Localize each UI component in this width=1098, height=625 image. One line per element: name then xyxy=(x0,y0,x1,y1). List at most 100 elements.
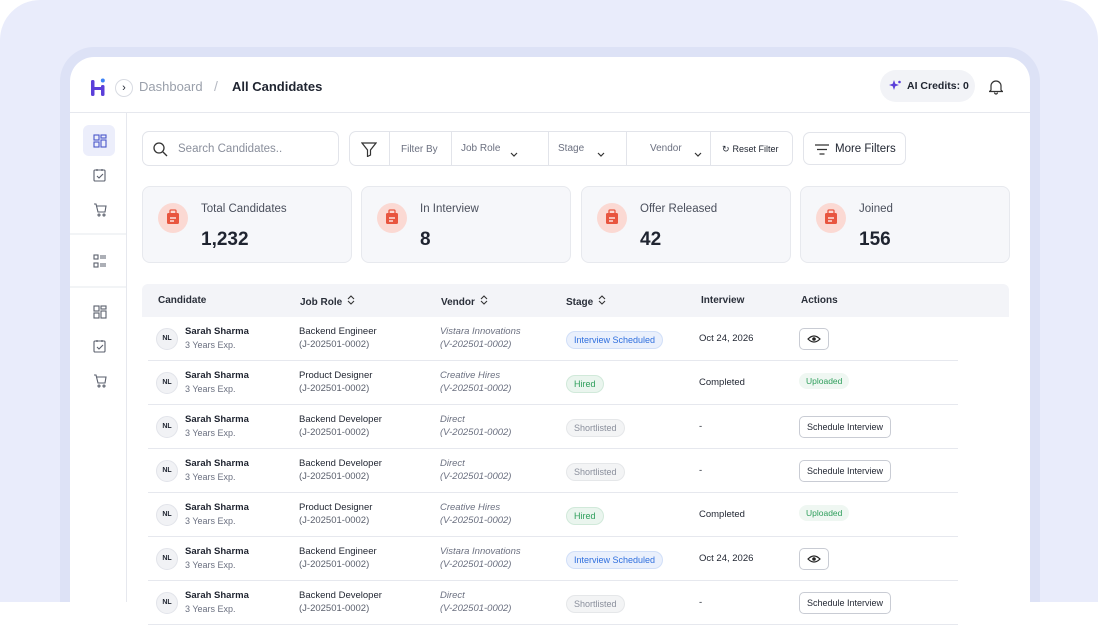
more-filters-button[interactable]: More Filters xyxy=(803,132,906,165)
more-filters-label: More Filters xyxy=(835,143,896,155)
chevron-icon xyxy=(597,145,605,163)
job-id: (J-202501-0002) xyxy=(299,383,370,394)
stage-badge: Shortlisted xyxy=(566,419,625,437)
stat-value: 8 xyxy=(420,229,431,250)
sidebar-icons xyxy=(70,134,126,388)
sort-icon[interactable] xyxy=(475,295,489,308)
sort-icon[interactable] xyxy=(593,295,607,308)
vendor: Vistara Innovations xyxy=(440,326,521,337)
table-header xyxy=(142,284,1009,317)
filter-divider xyxy=(710,132,711,165)
job-id: (J-202501-0002) xyxy=(299,515,370,526)
candidate-experience: 3 Years Exp. xyxy=(185,516,236,526)
job-id: (J-202501-0002) xyxy=(299,339,370,350)
job-role: Backend Engineer xyxy=(299,546,377,557)
reset-filter[interactable]: ↻ Reset Filter xyxy=(722,144,779,154)
candidate-name: Sarah Sharma xyxy=(185,414,249,425)
vendor: Direct xyxy=(440,458,465,469)
interview: Completed xyxy=(699,377,745,388)
stat-label: Joined xyxy=(859,203,893,215)
reset-filter-label: Reset Filter xyxy=(732,144,779,154)
table-row xyxy=(148,317,958,361)
filter-dropdown-label: Stage xyxy=(558,143,585,154)
column-header[interactable]: Job Role xyxy=(300,295,356,308)
candidate-experience: 3 Years Exp. xyxy=(185,604,236,614)
vendor-id: (V-202501-0002) xyxy=(440,427,512,438)
stat-icon xyxy=(158,203,188,233)
interview: Oct 24, 2026 xyxy=(699,333,754,344)
stat-label: Total Candidates xyxy=(201,203,287,215)
filter-dropdown-label: Job Role xyxy=(461,143,501,154)
column-header-label: Actions xyxy=(801,295,838,306)
breadcrumb-link[interactable]: Dashboard xyxy=(139,79,203,94)
candidate-name: Sarah Sharma xyxy=(185,546,249,557)
action-button[interactable]: Schedule Interview xyxy=(799,460,892,482)
notification-bell[interactable] xyxy=(989,79,1003,95)
candidate-name: Sarah Sharma xyxy=(185,502,249,513)
stat-icon xyxy=(816,203,846,233)
ai-credits[interactable]: AI Credits: 0 xyxy=(880,70,975,102)
action-button[interactable]: Schedule Interview xyxy=(799,592,892,614)
job-id: (J-202501-0002) xyxy=(299,603,370,614)
stage-badge: Interview Scheduled xyxy=(566,331,664,349)
filter-dropdown-label: Vendor xyxy=(650,143,682,154)
filter-divider xyxy=(626,132,627,165)
stage-badge: Hired xyxy=(566,507,604,525)
candidate-experience: 3 Years Exp. xyxy=(185,560,236,570)
status-badge: Uploaded xyxy=(799,505,850,521)
avatar: NL xyxy=(156,548,178,570)
stat-card: Offer Released 42 xyxy=(581,186,791,263)
job-id: (J-202501-0002) xyxy=(299,559,370,570)
vendor: Direct xyxy=(440,590,465,601)
avatar: NL xyxy=(156,504,178,526)
stat-label: Offer Released xyxy=(640,203,718,215)
candidate-name: Sarah Sharma xyxy=(185,590,249,601)
stage-badge: Shortlisted xyxy=(566,463,625,481)
stat-value: 42 xyxy=(640,229,662,250)
interview: - xyxy=(699,597,703,608)
filter-icon[interactable] xyxy=(361,142,377,157)
logo xyxy=(91,78,105,96)
column-header-label: Candidate xyxy=(158,295,207,306)
interview: Oct 24, 2026 xyxy=(699,553,754,564)
table-row xyxy=(148,493,958,537)
stage-badge: Hired xyxy=(566,375,604,393)
search-input[interactable]: Search Candidates.. xyxy=(142,131,339,166)
stage-badge: Interview Scheduled xyxy=(566,551,664,569)
candidate-experience: 3 Years Exp. xyxy=(185,384,236,394)
view-button[interactable] xyxy=(799,548,829,570)
column-header-label: Interview xyxy=(701,295,745,306)
filter-bar: Filter By ↻ Reset Filter xyxy=(349,131,793,166)
column-header[interactable]: Stage xyxy=(566,295,607,308)
sidebar-divider xyxy=(126,113,127,602)
stat-value: 156 xyxy=(859,229,891,250)
interview: Completed xyxy=(699,509,745,520)
column-header-label: Stage xyxy=(566,297,594,308)
avatar: NL xyxy=(156,592,178,614)
stat-card: In Interview 8 xyxy=(361,186,571,263)
column-header: Interview xyxy=(701,295,744,306)
sidebar-toggle[interactable]: › xyxy=(115,79,133,97)
chevron-icon xyxy=(694,145,702,163)
vendor: Vistara Innovations xyxy=(440,546,521,557)
avatar: NL xyxy=(156,416,178,438)
table-row xyxy=(148,449,958,493)
action-button[interactable]: Schedule Interview xyxy=(799,416,892,438)
avatar: NL xyxy=(156,372,178,394)
view-button[interactable] xyxy=(799,328,829,350)
ai-credits-label: AI Credits: 0 xyxy=(907,80,969,92)
column-header[interactable]: Vendor xyxy=(441,295,489,308)
job-role: Backend Developer xyxy=(299,458,382,469)
chevron-icon xyxy=(510,145,518,163)
header-divider xyxy=(70,112,1030,113)
candidate-name: Sarah Sharma xyxy=(185,326,249,337)
search-placeholder: Search Candidates.. xyxy=(178,143,283,155)
column-header-label: Vendor xyxy=(441,297,475,308)
job-role: Backend Developer xyxy=(299,590,382,601)
stat-card: Joined 156 xyxy=(800,186,1010,263)
sort-icon[interactable] xyxy=(342,295,356,308)
column-header: Candidate xyxy=(158,295,206,306)
filter-divider xyxy=(389,132,390,165)
eye-icon xyxy=(807,335,821,343)
